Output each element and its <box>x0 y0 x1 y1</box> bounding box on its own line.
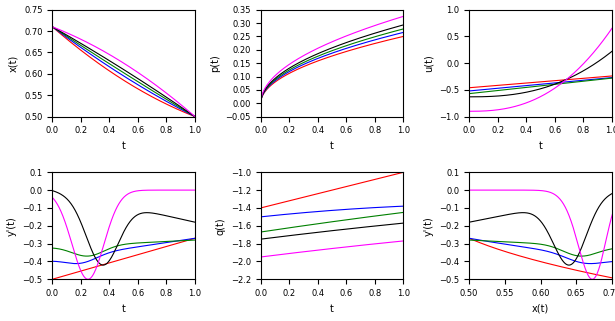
X-axis label: t: t <box>330 304 334 314</box>
Y-axis label: u(t): u(t) <box>424 54 434 72</box>
X-axis label: x(t): x(t) <box>532 304 549 314</box>
X-axis label: t: t <box>539 141 542 151</box>
Y-axis label: x(t): x(t) <box>9 55 18 72</box>
X-axis label: t: t <box>122 141 125 151</box>
Y-axis label: p(t): p(t) <box>210 54 220 72</box>
Y-axis label: q(t): q(t) <box>215 217 225 235</box>
Y-axis label: y'(t): y'(t) <box>7 216 17 236</box>
X-axis label: t: t <box>330 141 334 151</box>
Y-axis label: y'(t): y'(t) <box>424 216 434 236</box>
X-axis label: t: t <box>122 304 125 314</box>
